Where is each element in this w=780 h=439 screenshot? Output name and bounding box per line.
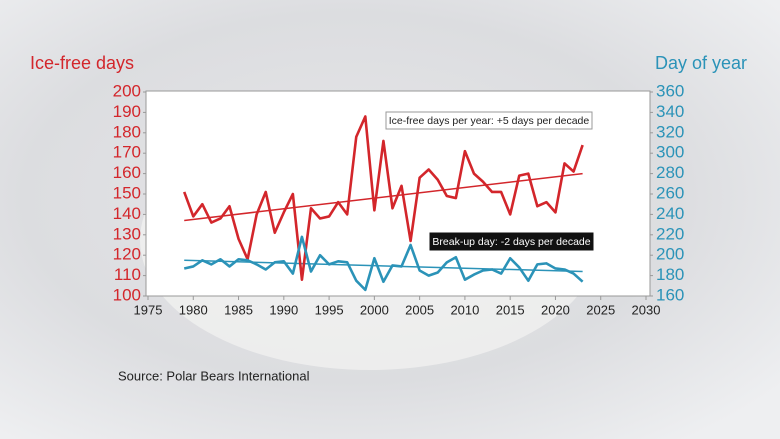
- y2-tick-label: 180: [656, 265, 684, 284]
- y2-tick-label: 340: [656, 102, 684, 121]
- annotation-box: [385, 111, 593, 130]
- y-tick-label: 100: [113, 285, 141, 304]
- source: Source: Polar Bears International: [118, 368, 310, 383]
- y-tick-label: 160: [113, 163, 141, 182]
- annotation: Break-up day: -2 days per decade: [432, 236, 590, 248]
- y-tick-label: 180: [113, 122, 141, 141]
- x-tick-label: 2000: [360, 302, 389, 317]
- y-tick-label: 120: [113, 245, 141, 264]
- y-tick-label: 170: [113, 143, 141, 162]
- y-tick-label: 130: [113, 224, 141, 243]
- y-tick-label: 140: [113, 204, 141, 223]
- y2-tick-label: 220: [656, 224, 684, 243]
- x-tick-label: 1995: [315, 302, 344, 317]
- y2-tick-label: 280: [656, 163, 684, 182]
- y-tick-label: 110: [114, 265, 141, 284]
- x-tick-label: 2015: [496, 302, 525, 317]
- series-line: [182, 115, 584, 281]
- x-tick-label: 1980: [179, 302, 208, 317]
- x-tick-label: 2010: [450, 302, 479, 317]
- right-axis-title: Day of year: [655, 53, 747, 73]
- series-line: [183, 235, 584, 292]
- y-tick-label: 200: [113, 81, 141, 100]
- annotation-box: [429, 232, 594, 251]
- x-tick-label: 1990: [269, 302, 298, 317]
- y-tick-label: 190: [113, 102, 141, 121]
- y2-tick-label: 240: [656, 204, 684, 223]
- y2-tick-label: 320: [656, 122, 684, 141]
- annotation: Ice-free days per year: +5 days per deca…: [389, 115, 590, 127]
- y2-tick-label: 200: [656, 245, 684, 264]
- x-tick-label: 2030: [632, 302, 661, 317]
- x-tick-label: 2005: [405, 302, 434, 317]
- y2-tick-label: 260: [656, 183, 684, 202]
- y2-tick-label: 360: [656, 81, 684, 100]
- trend-line: [184, 172, 583, 222]
- x-tick-label: 2025: [586, 302, 615, 317]
- x-tick-label: 1975: [134, 302, 163, 317]
- y2-tick-label: 160: [656, 285, 684, 304]
- y2-tick-label: 300: [656, 143, 684, 162]
- y-tick-label: 150: [113, 183, 141, 202]
- left-axis-title: Ice-free days: [30, 53, 134, 73]
- x-tick-label: 1985: [224, 302, 253, 317]
- x-tick-label: 2020: [541, 302, 570, 317]
